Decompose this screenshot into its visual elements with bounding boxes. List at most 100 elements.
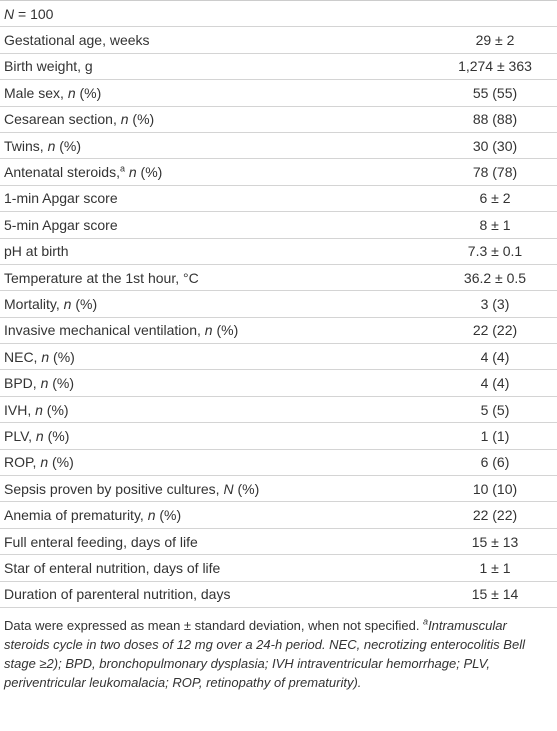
text-segment: (%)	[212, 322, 239, 339]
row-value: 6 (6)	[435, 449, 557, 477]
row: Temperature at the 1st hour, °C 36.2 ± 0.…	[0, 264, 557, 292]
text-segment: (%)	[48, 454, 74, 471]
text-segment: Mortality,	[4, 295, 64, 312]
text-segment: Twins,	[4, 137, 48, 154]
row: Duration of parenteral nutrition, days 15…	[0, 581, 557, 608]
text-segment: n	[35, 427, 44, 444]
row-label: IVH, n (%)	[0, 396, 435, 424]
table: N = 100 Gestational age, weeks 29 ± 2 Birth…	[0, 0, 557, 608]
row-value: 6 ± 2	[435, 185, 557, 213]
row-value: 55 (55)	[435, 79, 557, 107]
row-value: 1,274 ± 363	[435, 53, 557, 81]
text-segment: (%)	[71, 295, 98, 312]
text-segment: Gestational age, weeks	[4, 32, 150, 49]
text-segment: (%)	[155, 507, 182, 524]
text-segment: (%)	[128, 111, 155, 128]
footnote: Data were expressed as mean ± standard d…	[0, 608, 557, 692]
row: 1-min Apgar score 6 ± 2	[0, 185, 557, 213]
row-value: 5 (5)	[435, 396, 557, 424]
row-value: 22 (22)	[435, 501, 557, 529]
row: Cesarean section, n (%) 88 (88)	[0, 106, 557, 133]
text-segment: (%)	[49, 348, 75, 365]
row-label: Anemia of prematurity, n (%)	[0, 501, 435, 529]
text-segment: (%)	[136, 164, 163, 181]
row-value: 1 (1)	[435, 422, 557, 450]
text-segment: n	[204, 322, 213, 339]
text-segment: Temperature at the 1st hour, °C	[4, 269, 199, 286]
text-segment: (%)	[55, 137, 82, 154]
row-label: BPD, n (%)	[0, 369, 435, 397]
row-label: Birth weight, g	[0, 53, 435, 81]
text-segment: (%)	[43, 427, 70, 444]
text-segment: n	[67, 84, 76, 101]
text-segment: (%)	[42, 401, 69, 418]
row-label: 1-min Apgar score	[0, 185, 435, 213]
text-segment: Duration of parenteral nutrition, days	[4, 586, 231, 603]
text-segment: N	[223, 480, 234, 497]
row-label: Twins, n (%)	[0, 132, 435, 160]
row-value: 7.3 ± 0.1	[435, 238, 557, 265]
row: Gestational age, weeks 29 ± 2	[0, 26, 557, 54]
text-segment: 5-min Apgar score	[4, 216, 118, 233]
row-label: 5-min Apgar score	[0, 211, 435, 239]
text-segment: a	[423, 616, 429, 627]
text-segment: Intramuscular steroids cycle in two dose…	[4, 617, 525, 690]
row: Mortality, n (%) 3 (3)	[0, 290, 557, 318]
text-segment: Anemia of prematurity,	[4, 507, 148, 524]
text-segment: ROP,	[4, 454, 41, 471]
row: Sepsis proven by positive cultures, N (%…	[0, 475, 557, 503]
text-segment: IVH,	[4, 401, 36, 418]
text-segment: n	[147, 507, 156, 524]
text-segment: n	[120, 111, 129, 128]
row-value: 4 (4)	[435, 369, 557, 397]
text-segment: Cesarean section,	[4, 111, 121, 128]
text-segment: n	[128, 164, 137, 181]
row-value: 36.2 ± 0.5	[435, 264, 557, 292]
text-segment: n	[41, 348, 50, 365]
header-row: N = 100	[0, 0, 557, 28]
row-label: Cesarean section, n (%)	[0, 106, 435, 133]
text-segment: Antenatal steroids,	[4, 164, 120, 181]
row: PLV, n (%) 1 (1)	[0, 422, 557, 450]
text-segment: N	[4, 5, 15, 22]
row: NEC, n (%) 4 (4)	[0, 343, 557, 371]
row-value: 15 ± 14	[435, 581, 557, 608]
text-segment: n	[35, 401, 43, 418]
text-segment: Star of enteral nutrition, days of life	[4, 559, 221, 576]
text-segment: n	[47, 137, 56, 154]
row: ROP, n (%) 6 (6)	[0, 449, 557, 477]
row-value: 4 (4)	[435, 343, 557, 371]
header-cell: N = 100	[0, 0, 557, 28]
text-segment: a	[119, 163, 125, 174]
row: Antenatal steroids,a n (%) 78 (78)	[0, 158, 557, 186]
row: Twins, n (%) 30 (30)	[0, 132, 557, 160]
row: Star of enteral nutrition, days of life 1…	[0, 554, 557, 582]
row-label: Temperature at the 1st hour, °C	[0, 264, 435, 292]
text-segment: Full enteral feeding, days of life	[4, 533, 198, 550]
row-label: PLV, n (%)	[0, 422, 435, 450]
row: BPD, n (%) 4 (4)	[0, 369, 557, 397]
text-segment: Data were expressed as mean ± standard d…	[4, 617, 424, 633]
row-label: NEC, n (%)	[0, 343, 435, 371]
row-label: Male sex, n (%)	[0, 79, 435, 107]
row-label: Invasive mechanical ventilation, n (%)	[0, 317, 435, 345]
text-segment: (%)	[233, 480, 260, 497]
row-label: Gestational age, weeks	[0, 26, 435, 54]
row-value: 78 (78)	[435, 158, 557, 186]
row-label: Antenatal steroids,a n (%)	[0, 158, 435, 186]
row-value: 15 ± 13	[435, 528, 557, 556]
row: Birth weight, g 1,274 ± 363	[0, 53, 557, 81]
row-value: 88 (88)	[435, 106, 557, 133]
text-segment: (%)	[75, 84, 102, 101]
text-segment: n	[40, 454, 49, 471]
text-segment: Birth weight, g	[4, 58, 93, 75]
row: pH at birth 7.3 ± 0.1	[0, 238, 557, 265]
text-segment: = 100	[14, 5, 54, 22]
row-value: 1 ± 1	[435, 554, 557, 582]
row-label: Star of enteral nutrition, days of life	[0, 554, 435, 582]
row-label: ROP, n (%)	[0, 449, 435, 477]
row: Full enteral feeding, days of life 15 ± 1…	[0, 528, 557, 556]
text-segment: n	[63, 295, 72, 312]
row: IVH, n (%) 5 (5)	[0, 396, 557, 424]
